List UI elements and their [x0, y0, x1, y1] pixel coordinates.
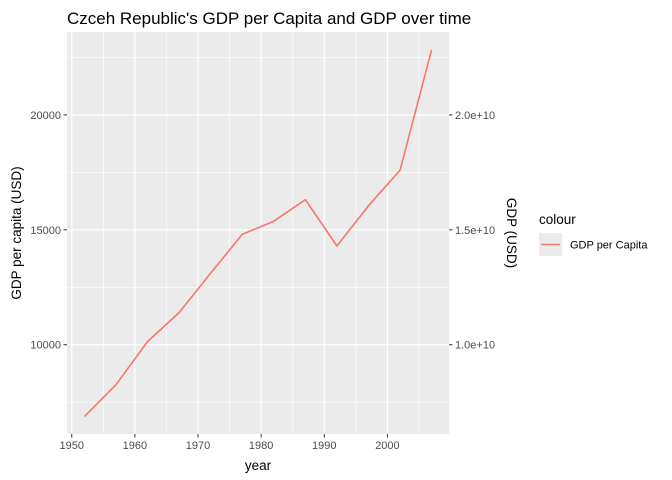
y-axis-title: GDP per capita (USD)	[9, 166, 24, 299]
x-tick-label: 1950	[59, 440, 83, 452]
y-tick-label: 10000	[30, 340, 61, 352]
data-series	[83, 49, 433, 418]
y2-tick-label: 1.0e+10	[455, 340, 495, 352]
y-axis-right: 1.0e+10 1.5e+10 2.0e+10	[449, 110, 495, 352]
x-axis-title: year	[245, 458, 272, 473]
x-axis: 1950 1960 1970 1980 1990 2000	[59, 434, 400, 452]
legend-title: colour	[539, 212, 576, 227]
x-tick-label: 2000	[375, 440, 399, 452]
y2-tick-label: 1.5e+10	[455, 225, 495, 237]
y-axis-left: 10000 15000 20000	[30, 110, 67, 352]
x-tick-label: 1980	[249, 440, 273, 452]
grid-lines	[67, 32, 449, 434]
x-tick-label: 1960	[123, 440, 147, 452]
series-line	[83, 49, 433, 418]
legend: colour GDP per Capita	[539, 212, 648, 256]
y2-axis-title: GDP (USD)	[504, 198, 519, 268]
x-tick-label: 1970	[186, 440, 210, 452]
x-tick-label: 1990	[312, 440, 336, 452]
legend-label: GDP per Capita	[570, 240, 648, 252]
y-tick-label: 15000	[30, 225, 61, 237]
chart-title: Czceh Republic's GDP per Capita and GDP …	[67, 9, 471, 28]
plot-panel	[67, 32, 449, 434]
y-tick-label: 20000	[30, 110, 61, 122]
y2-tick-label: 2.0e+10	[455, 110, 495, 122]
